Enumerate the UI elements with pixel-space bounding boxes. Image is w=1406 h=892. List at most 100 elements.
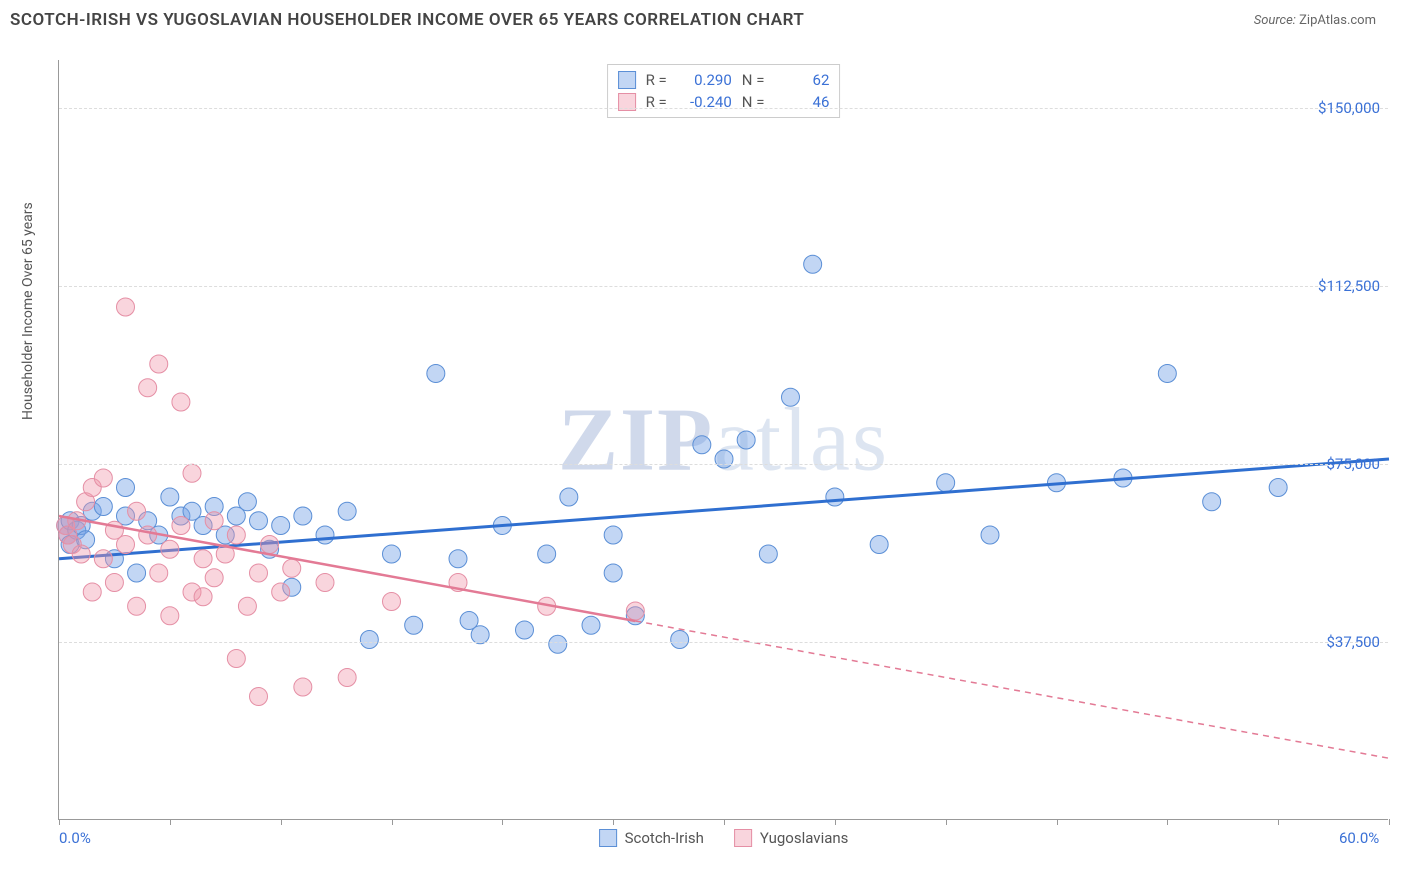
series-legend: Scotch-Irish Yugoslavians [599, 829, 849, 847]
scatter-point [172, 517, 190, 535]
scatter-point [804, 255, 822, 273]
scatter-point [294, 507, 312, 525]
x-tick [835, 819, 836, 825]
scatter-point [338, 502, 356, 520]
x-tick [170, 819, 171, 825]
chart-plot-area: ZIPatlas R = 0.290 N = 62 R = -0.240 N =… [58, 60, 1388, 820]
x-tick [502, 819, 503, 825]
x-tick [1278, 819, 1279, 825]
x-tick [946, 819, 947, 825]
gridline [59, 286, 1388, 287]
scatter-point [272, 517, 290, 535]
scatter-point [715, 450, 733, 468]
scatter-point [981, 526, 999, 544]
x-tick [724, 819, 725, 825]
scatter-point [826, 488, 844, 506]
x-tick [1057, 819, 1058, 825]
x-tick [613, 819, 614, 825]
scatter-point [870, 536, 888, 554]
scatter-point [626, 602, 644, 620]
source-label: Source: [1254, 13, 1296, 28]
x-tick [59, 819, 60, 825]
scatter-point [194, 550, 212, 568]
scatter-point [272, 583, 290, 601]
scatter-point [383, 593, 401, 611]
scatter-point [383, 545, 401, 563]
y-tick-label: $150,000 [1318, 99, 1380, 117]
scatter-point [227, 650, 245, 668]
x-tick-label: 60.0% [1339, 829, 1379, 847]
scatter-point [937, 474, 955, 492]
legend-label: Scotch-Irish [625, 829, 704, 847]
scatter-point [316, 526, 334, 544]
scatter-point [671, 631, 689, 649]
y-tick-label: $75,000 [1326, 455, 1380, 473]
scatter-point [250, 512, 268, 530]
scatter-point [693, 436, 711, 454]
gridline [59, 642, 1388, 643]
scatter-point [360, 631, 378, 649]
scatter-point [161, 488, 179, 506]
scatter-plot [59, 60, 1388, 819]
x-tick [1167, 819, 1168, 825]
scatter-point [604, 564, 622, 582]
scatter-point [261, 536, 279, 554]
scatter-point [1203, 493, 1221, 511]
swatch-icon [599, 829, 617, 847]
y-axis-label: Householder Income Over 65 years [20, 202, 36, 420]
scatter-point [604, 526, 622, 544]
scatter-point [516, 621, 534, 639]
legend-item: Scotch-Irish [599, 829, 704, 847]
scatter-point [94, 469, 112, 487]
x-tick [392, 819, 393, 825]
scatter-point [139, 526, 157, 544]
swatch-icon [734, 829, 752, 847]
trend-line [59, 459, 1389, 559]
scatter-point [139, 379, 157, 397]
scatter-point [183, 464, 201, 482]
scatter-point [560, 488, 578, 506]
scatter-point [238, 597, 256, 615]
scatter-point [117, 298, 135, 316]
scatter-point [294, 678, 312, 696]
scatter-point [72, 545, 90, 563]
scatter-point [94, 498, 112, 516]
scatter-point [427, 365, 445, 383]
source: Source: ZipAtlas.com [1254, 13, 1376, 28]
scatter-point [117, 536, 135, 554]
gridline [59, 108, 1388, 109]
x-tick [1389, 819, 1390, 825]
x-tick [281, 819, 282, 825]
scatter-point [1269, 479, 1287, 497]
scatter-point [172, 393, 190, 411]
scatter-point [582, 616, 600, 634]
scatter-point [737, 431, 755, 449]
scatter-point [250, 564, 268, 582]
scatter-point [205, 512, 223, 530]
scatter-point [238, 493, 256, 511]
scatter-point [338, 669, 356, 687]
scatter-point [128, 564, 146, 582]
scatter-point [161, 540, 179, 558]
scatter-point [782, 388, 800, 406]
scatter-point [117, 479, 135, 497]
scatter-point [1158, 365, 1176, 383]
scatter-point [161, 607, 179, 625]
scatter-point [250, 688, 268, 706]
chart-title: SCOTCH-IRISH VS YUGOSLAVIAN HOUSEHOLDER … [10, 10, 804, 30]
scatter-point [283, 559, 301, 577]
scatter-point [759, 545, 777, 563]
x-tick-label: 0.0% [59, 829, 91, 847]
legend-item: Yugoslavians [734, 829, 849, 847]
scatter-point [150, 564, 168, 582]
source-value: ZipAtlas.com [1299, 13, 1376, 28]
scatter-point [128, 597, 146, 615]
scatter-point [150, 355, 168, 373]
scatter-point [316, 574, 334, 592]
scatter-point [549, 635, 567, 653]
scatter-point [538, 545, 556, 563]
y-tick-label: $112,500 [1318, 277, 1380, 295]
scatter-point [194, 588, 212, 606]
y-tick-label: $37,500 [1326, 633, 1380, 651]
legend-label: Yugoslavians [760, 829, 849, 847]
